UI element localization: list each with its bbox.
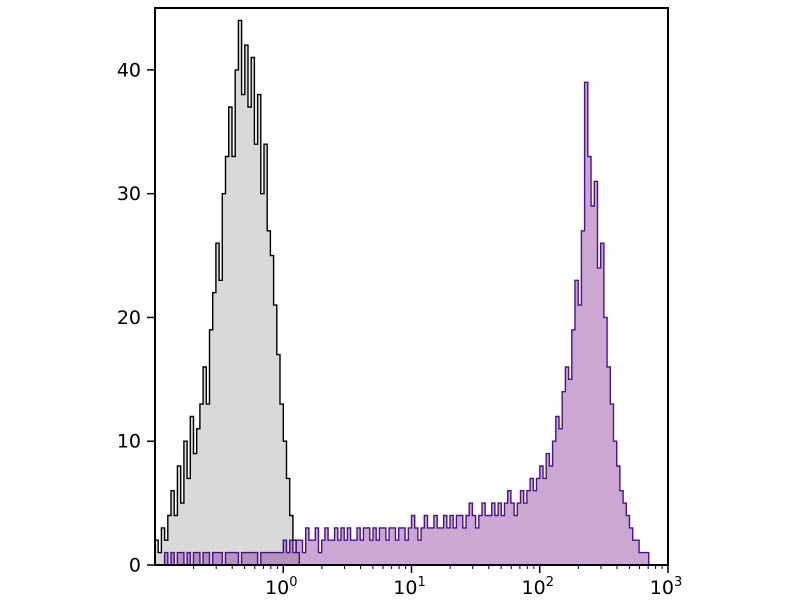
x-tick-label: 101 <box>393 575 425 599</box>
y-tick-label: 20 <box>117 307 141 329</box>
y-tick-label: 10 <box>117 431 141 453</box>
y-tick-label: 40 <box>117 59 141 81</box>
y-tick-label: 0 <box>129 555 141 577</box>
x-tick-label: 102 <box>522 575 554 599</box>
x-tick-label: 103 <box>650 575 682 599</box>
x-tick-label: 100 <box>265 575 297 599</box>
y-tick-label: 30 <box>117 183 141 205</box>
purple-histogram-series <box>155 81 668 566</box>
